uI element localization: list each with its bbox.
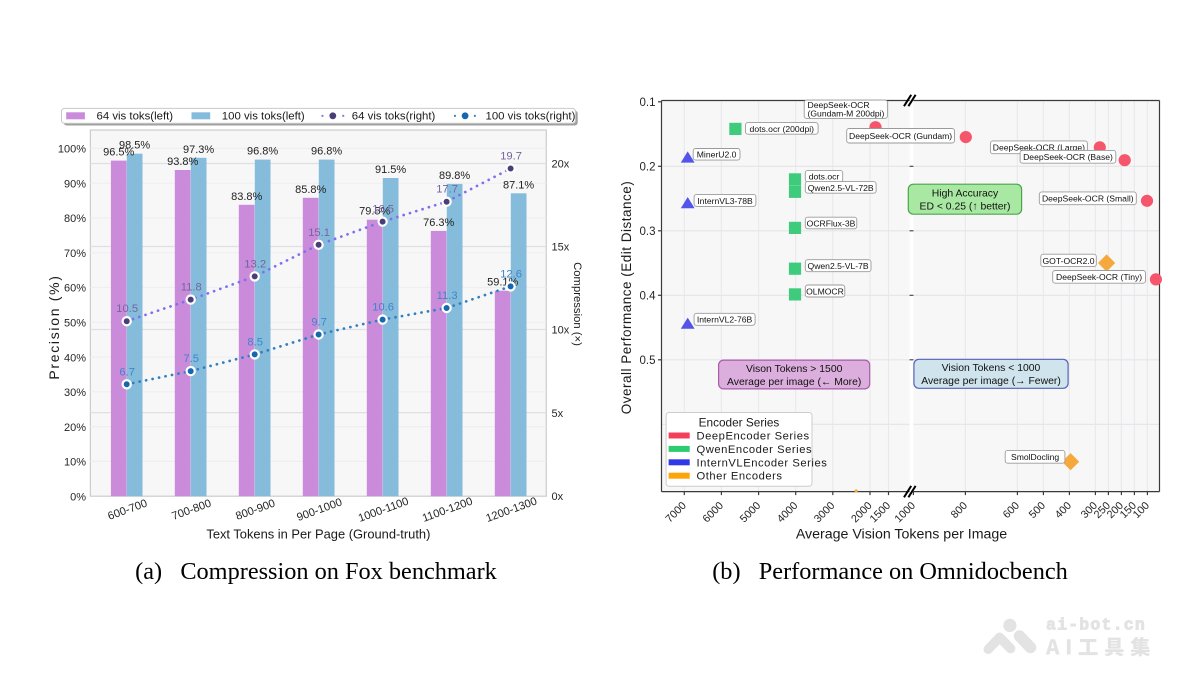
svg-text:DeepSeek-OCR (Small): DeepSeek-OCR (Small) [1042,194,1134,204]
svg-text:8.5: 8.5 [247,336,263,348]
svg-text:(a) Compression on Fox benchm: (a) Compression on Fox benchmark [135,558,498,585]
svg-text:Vision Tokens < 1000: Vision Tokens < 1000 [942,363,1041,374]
svg-text:17.7: 17.7 [436,184,458,196]
svg-text:60%: 60% [64,283,86,295]
svg-text:0x: 0x [552,491,564,503]
svg-text:0.1: 0.1 [640,97,656,109]
svg-text:Average per image (← More): Average per image (← More) [727,377,861,388]
svg-text:91.5%: 91.5% [375,164,406,176]
svg-text:InternVLEncoder Series: InternVLEncoder Series [697,457,828,469]
svg-text:80%: 80% [64,213,86,225]
svg-text:70%: 70% [64,248,86,260]
svg-text:ED < 0.25 (↑ better): ED < 0.25 (↑ better) [920,201,1011,212]
svg-text:10%: 10% [64,457,86,469]
svg-text:9.7: 9.7 [311,317,327,329]
svg-text:87.1%: 87.1% [503,179,534,191]
svg-text:0.2: 0.2 [640,162,656,174]
svg-text:85.8%: 85.8% [295,184,326,196]
svg-text:10x: 10x [552,325,570,337]
svg-text:Qwen2.5-VL-7B: Qwen2.5-VL-7B [808,261,869,271]
svg-text:ai-bot.cn: ai-bot.cn [1046,616,1146,635]
svg-text:DeepSeek-OCR: DeepSeek-OCR [808,100,870,110]
svg-text:InternVL2-76B: InternVL2-76B [697,315,753,325]
svg-text:OCRFlux-3B: OCRFlux-3B [807,218,856,228]
svg-text:93.8%: 93.8% [167,156,198,168]
svg-text:15.1: 15.1 [308,227,330,239]
svg-text:Encoder Series: Encoder Series [699,415,780,429]
svg-text:11.8: 11.8 [181,282,202,294]
svg-text:100 vis toks(left): 100 vis toks(left) [222,111,305,123]
svg-text:5x: 5x [552,408,564,420]
svg-text:DeepSeek-OCR (Large): DeepSeek-OCR (Large) [993,143,1085,153]
svg-text:(b) Performance on Omnidocben: (b) Performance on Omnidocbench [712,558,1068,585]
svg-text:Qwen2.5-VL-72B: Qwen2.5-VL-72B [808,183,874,193]
svg-text:7.5: 7.5 [183,353,199,365]
svg-text:20x: 20x [552,159,570,171]
svg-text:GOT-OCR2.0: GOT-OCR2.0 [1042,256,1094,266]
svg-text:96.8%: 96.8% [311,146,342,158]
svg-text:11.3: 11.3 [437,290,458,302]
svg-text:Compression (×): Compression (×) [571,262,583,346]
svg-text:64 vis toks(right): 64 vis toks(right) [352,111,436,123]
svg-text:Vison Tokens > 1500: Vison Tokens > 1500 [746,364,843,375]
svg-text:20%: 20% [64,422,86,434]
svg-text:InternVL3-78B: InternVL3-78B [697,196,753,206]
svg-text:83.8%: 83.8% [231,191,262,203]
svg-text:0%: 0% [70,491,86,503]
svg-text:DeepEncoder Series: DeepEncoder Series [697,431,810,443]
svg-text:100 vis toks(right): 100 vis toks(right) [486,111,576,123]
svg-text:Text Tokens in Per Page (Groun: Text Tokens in Per Page (Ground-truth) [206,526,430,541]
svg-text:50%: 50% [64,318,86,330]
svg-text:DeepSeek-OCR (Gundam): DeepSeek-OCR (Gundam) [849,131,952,141]
svg-text:40%: 40% [64,352,86,364]
svg-text:15x: 15x [552,242,570,254]
svg-text:96.8%: 96.8% [247,146,278,158]
svg-text:Overall Performance (Edit Dist: Overall Performance (Edit Distance) [619,181,634,415]
svg-text:High Accuracy: High Accuracy [932,188,999,199]
svg-text:dots.ocr: dots.ocr [809,172,840,182]
svg-text:30%: 30% [64,387,86,399]
svg-text:SmolDocling: SmolDocling [1011,452,1059,462]
svg-text:90%: 90% [64,178,86,190]
svg-text:98.5%: 98.5% [119,140,150,152]
svg-text:Average Vision Tokens per Imag: Average Vision Tokens per Image [796,526,1007,542]
svg-text:0.5: 0.5 [640,355,656,367]
svg-text:13.2: 13.2 [244,258,266,270]
svg-text:97.3%: 97.3% [183,144,214,156]
svg-text:12.6: 12.6 [500,268,522,280]
svg-text:Other Encoders: Other Encoders [697,471,783,483]
svg-text:10.5: 10.5 [116,303,138,315]
svg-text:96.5%: 96.5% [103,147,134,159]
svg-text:dots.ocr (200dpi): dots.ocr (200dpi) [750,124,815,134]
svg-text:0.3: 0.3 [640,226,656,238]
svg-text:Average per image (→ Fewer): Average per image (→ Fewer) [921,376,1061,387]
svg-text:89.8%: 89.8% [439,170,470,182]
svg-text:QwenEncoder Series: QwenEncoder Series [697,444,813,456]
svg-text:19.7: 19.7 [500,151,522,163]
svg-text:64 vis toks(left): 64 vis toks(left) [97,111,174,123]
svg-text:DeepSeek-OCR (Base): DeepSeek-OCR (Base) [1023,152,1113,162]
svg-text:DeepSeek-OCR (Tiny): DeepSeek-OCR (Tiny) [1056,272,1142,282]
svg-text:6.7: 6.7 [119,366,135,378]
svg-text:79.5%: 79.5% [359,206,390,218]
svg-text:(Gundam-M 200dpi): (Gundam-M 200dpi) [808,109,885,119]
svg-text:10.6: 10.6 [372,302,394,314]
svg-text:76.3%: 76.3% [423,217,454,229]
svg-text:MinerU2.0: MinerU2.0 [697,150,737,160]
svg-text:0.4: 0.4 [640,291,657,303]
svg-text:16.5: 16.5 [372,204,394,216]
svg-text:Precision (%): Precision (%) [46,274,62,379]
svg-text:OLMOCR: OLMOCR [806,286,844,296]
svg-text:100%: 100% [58,144,86,156]
